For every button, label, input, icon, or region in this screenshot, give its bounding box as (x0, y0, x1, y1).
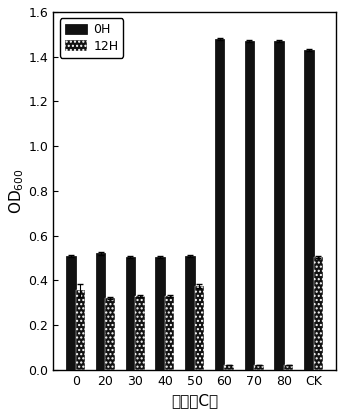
Bar (284, 365, 294, 370)
Bar (185, 256, 195, 370)
Bar (314, 257, 323, 370)
Bar (245, 41, 254, 370)
Bar (135, 296, 145, 370)
Bar (304, 50, 314, 370)
Bar (105, 298, 115, 370)
Y-axis label: OD$_{600}$: OD$_{600}$ (7, 168, 26, 214)
Bar (254, 365, 264, 370)
Bar (274, 41, 284, 370)
Bar (195, 286, 204, 370)
Bar (76, 290, 85, 370)
Bar (155, 257, 165, 370)
Bar (165, 296, 175, 370)
Bar (96, 254, 105, 370)
Bar (126, 257, 135, 370)
Legend: 0H, 12H: 0H, 12H (60, 18, 123, 58)
Bar (224, 365, 234, 370)
X-axis label: 温度（C）: 温度（C） (171, 393, 218, 408)
Bar (66, 256, 76, 370)
Bar (215, 39, 224, 370)
